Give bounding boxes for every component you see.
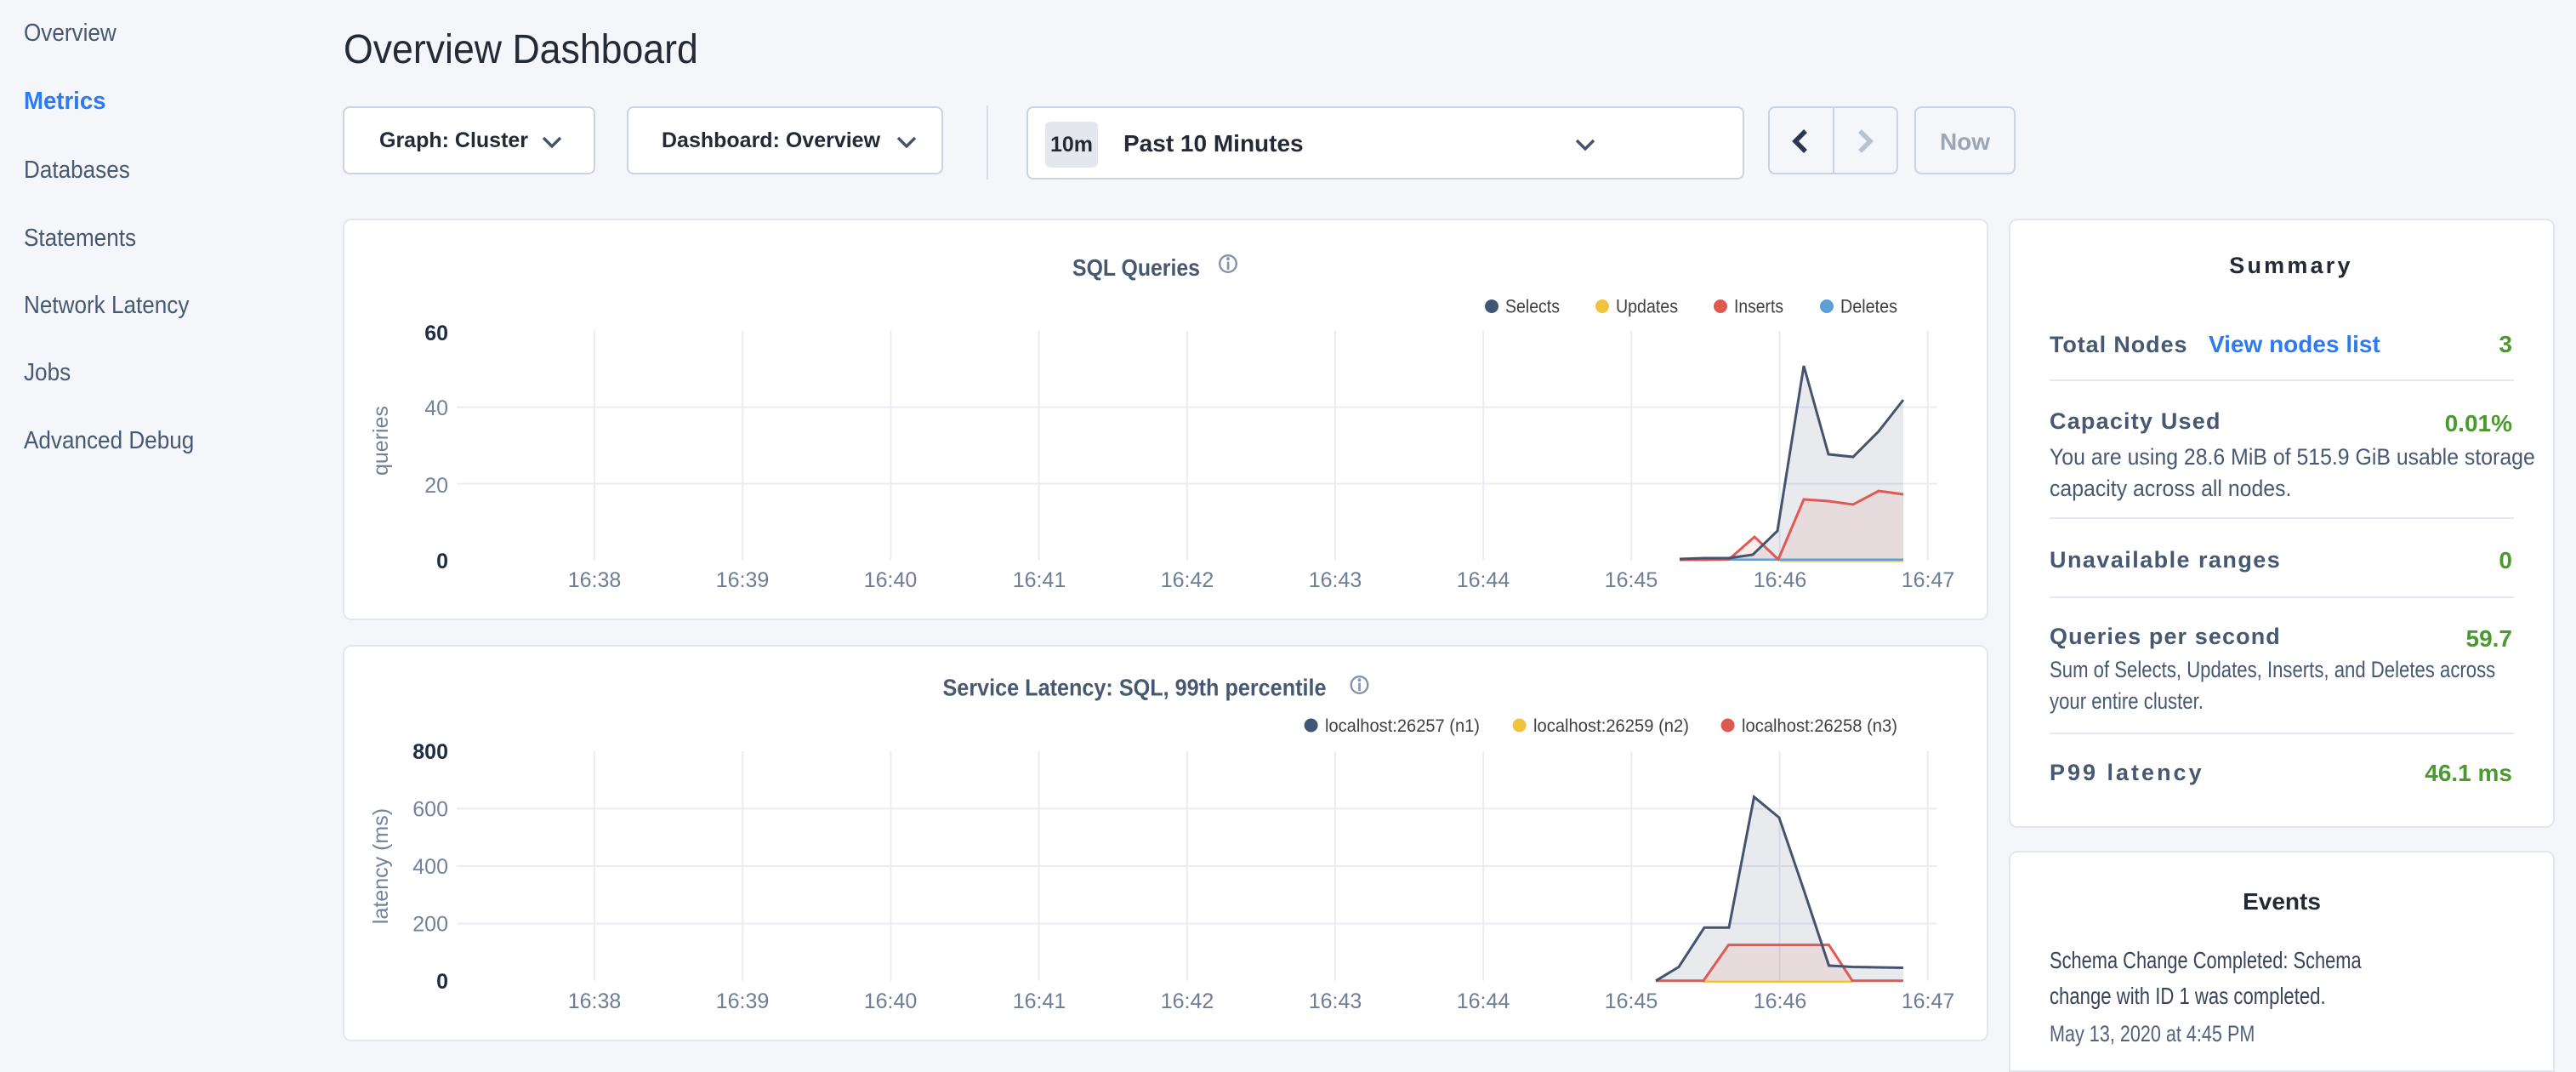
svg-text:Deletes: Deletes — [1840, 296, 1897, 317]
svg-text:16:39: 16:39 — [716, 989, 770, 1013]
svg-text:16:43: 16:43 — [1309, 989, 1362, 1013]
svg-text:16:41: 16:41 — [1013, 989, 1066, 1013]
svg-text:16:41: 16:41 — [1013, 568, 1066, 592]
svg-text:16:44: 16:44 — [1457, 568, 1510, 592]
svg-text:16:47: 16:47 — [1902, 989, 1955, 1013]
svg-text:SQL Queries: SQL Queries — [1072, 254, 1200, 281]
svg-text:queries: queries — [369, 406, 393, 476]
svg-text:16:47: 16:47 — [1902, 568, 1955, 592]
svg-text:16:43: 16:43 — [1309, 568, 1362, 592]
svg-text:16:45: 16:45 — [1605, 568, 1658, 592]
svg-text:16:38: 16:38 — [568, 989, 622, 1013]
svg-text:16:42: 16:42 — [1161, 568, 1214, 592]
svg-text:20: 20 — [424, 474, 448, 498]
svg-text:Selects: Selects — [1505, 296, 1560, 317]
svg-text:16:38: 16:38 — [568, 568, 622, 592]
svg-text:600: 600 — [412, 798, 448, 822]
svg-text:Updates: Updates — [1616, 296, 1678, 317]
svg-text:400: 400 — [412, 855, 448, 879]
svg-text:Inserts: Inserts — [1734, 296, 1783, 317]
svg-text:800: 800 — [412, 740, 448, 764]
svg-text:localhost:26257 (n1): localhost:26257 (n1) — [1325, 716, 1480, 736]
svg-text:0: 0 — [436, 970, 448, 994]
svg-text:16:44: 16:44 — [1457, 989, 1510, 1013]
svg-text:16:40: 16:40 — [864, 989, 918, 1013]
svg-text:16:45: 16:45 — [1605, 989, 1658, 1013]
svg-text:0: 0 — [436, 550, 448, 573]
svg-text:200: 200 — [412, 913, 448, 937]
svg-text:localhost:26259 (n2): localhost:26259 (n2) — [1533, 716, 1689, 736]
svg-text:localhost:26258 (n3): localhost:26258 (n3) — [1742, 716, 1897, 736]
svg-text:60: 60 — [424, 322, 448, 345]
svg-text:40: 40 — [424, 396, 448, 420]
svg-text:16:40: 16:40 — [864, 568, 918, 592]
svg-text:latency (ms): latency (ms) — [369, 808, 393, 924]
svg-text:Service Latency: SQL, 99th per: Service Latency: SQL, 99th percentile — [943, 675, 1327, 701]
svg-text:16:46: 16:46 — [1754, 989, 1807, 1013]
svg-text:16:42: 16:42 — [1161, 989, 1214, 1013]
svg-text:16:46: 16:46 — [1754, 568, 1807, 592]
svg-text:16:39: 16:39 — [716, 568, 770, 592]
